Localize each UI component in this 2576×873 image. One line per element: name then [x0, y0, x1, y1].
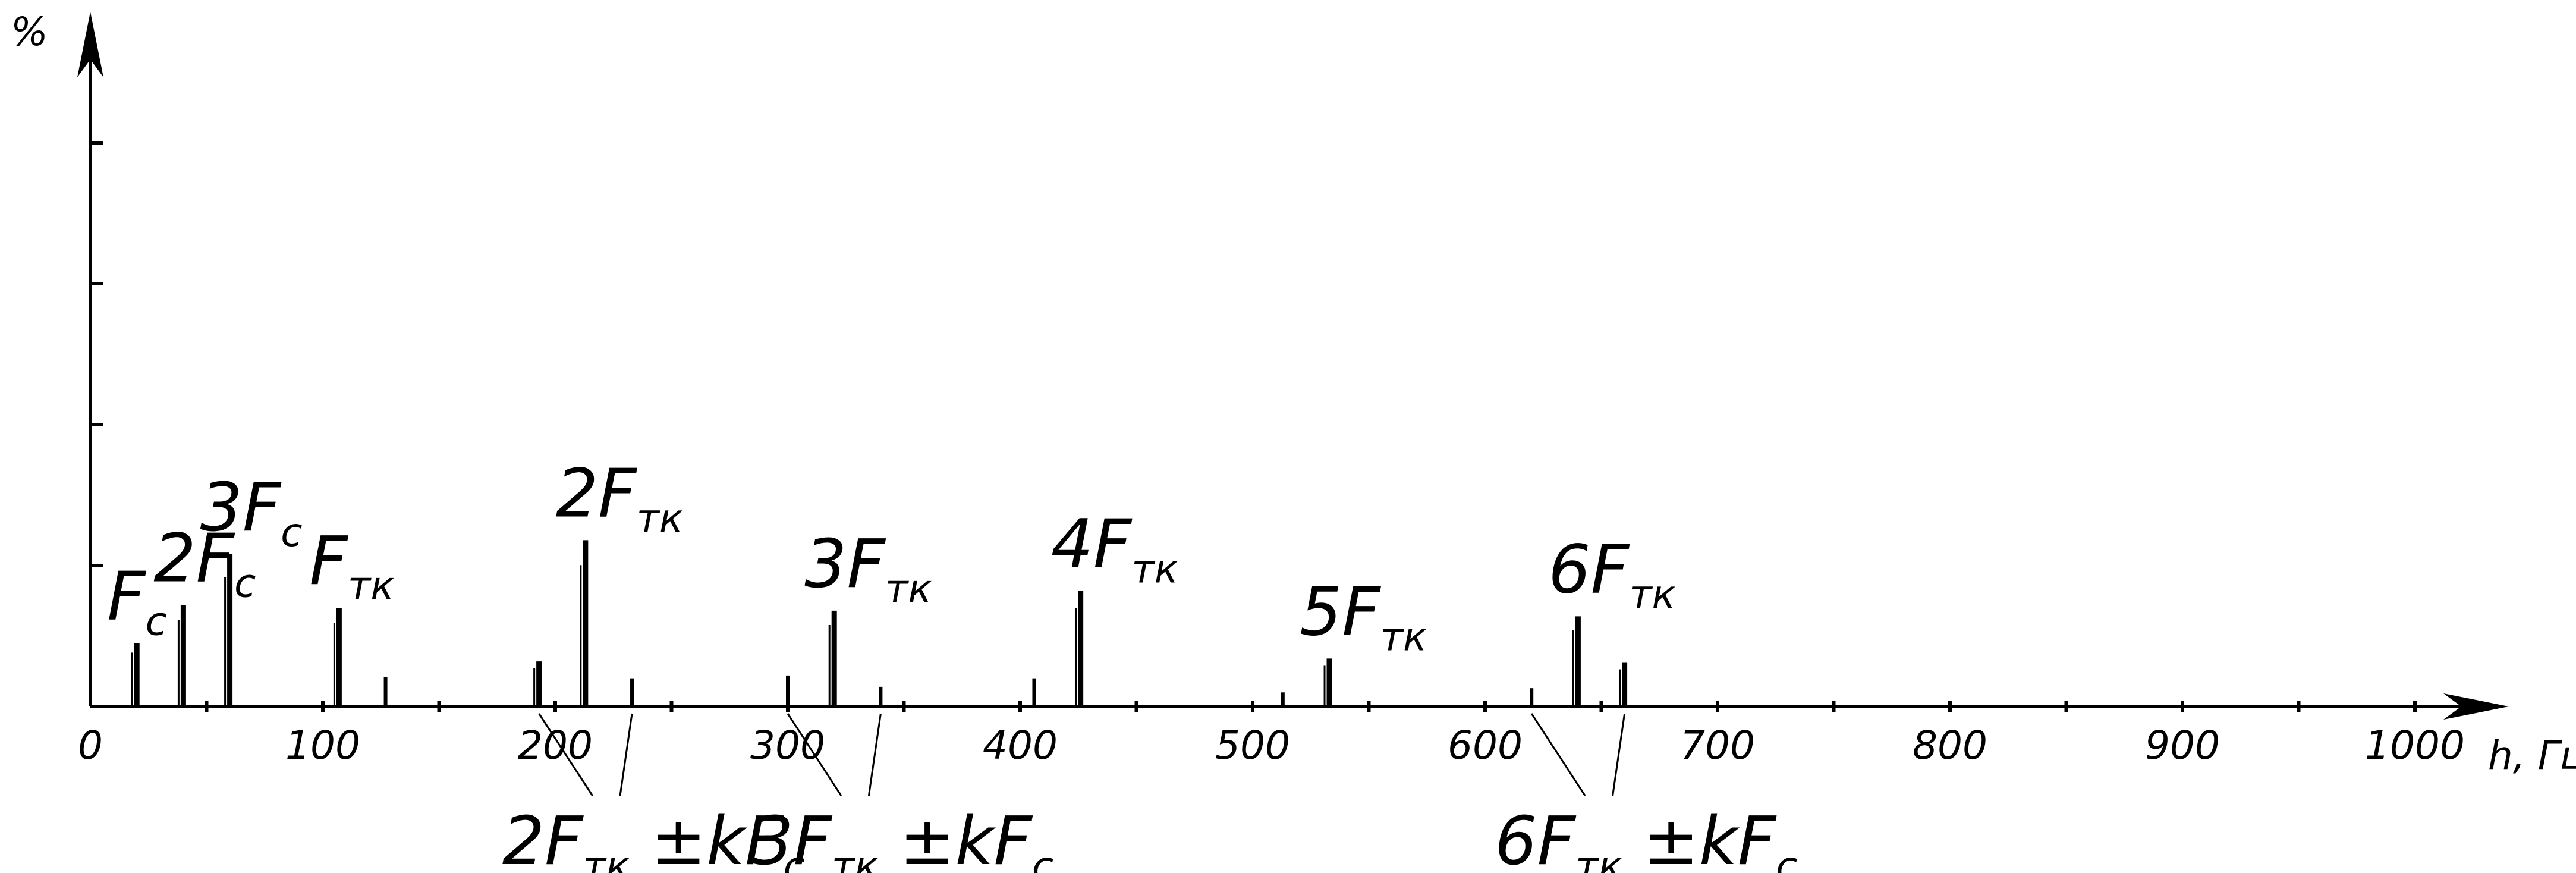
x-tick-label: 0 [78, 723, 103, 768]
sideband-leader [1530, 713, 1586, 796]
x-axis-arrow [2443, 693, 2509, 720]
peak-label-part-1: тк [637, 495, 683, 541]
peak-label-part-1: тк [1380, 614, 1427, 660]
y-axis-label: % [11, 9, 48, 55]
peak-label-part-1: c [234, 560, 256, 606]
sideband-leader [619, 713, 633, 796]
peak-label: 2Fтк [556, 455, 683, 541]
peak-label-part-1: тк [348, 563, 394, 609]
peak-label-part-1: c [146, 598, 167, 644]
bars [131, 540, 1628, 706]
peak-label: 5Fтк [1300, 573, 1427, 660]
sideband-label-part-2: ±kF [1622, 803, 1776, 873]
sideband-label-part-2: ±kF [878, 803, 1033, 873]
sideband-label-part-3: c [1776, 843, 1797, 873]
x-tick-label: 600 [1448, 723, 1523, 768]
x-tick-label: 400 [983, 723, 1058, 768]
sideband-label-part-0: 3F [751, 803, 832, 873]
peak-label-part-1: тк [1629, 571, 1675, 617]
peak-label-part-0: 3F [804, 526, 886, 603]
peak-label: 3Fc [200, 469, 303, 555]
sideband-leader [787, 713, 842, 796]
sideband-label-part-0: 2F [502, 803, 584, 873]
peak-label-part-0: 6F [1548, 531, 1630, 608]
peak-label-part-0: F [107, 558, 146, 635]
y-axis-arrow [77, 12, 103, 77]
x-tick-label: 800 [1913, 723, 1987, 768]
sideband-leader [867, 713, 882, 796]
x-tick-label: 1000 [2365, 723, 2465, 768]
peak-label-part-0: 3F [200, 469, 282, 547]
sideband-label-part-3: c [784, 843, 805, 873]
x-tick-label: 300 [750, 723, 825, 768]
peak-label-part-0: 2F [153, 520, 235, 597]
axes: 0 100 200 300 400 500 600 700 800 900 1000% h, Гц [11, 9, 2576, 778]
sideband-label-part-1: тк [583, 843, 630, 873]
x-axis-label: h, Гц [2488, 733, 2576, 778]
peak-label-part-1: тк [1131, 547, 1178, 592]
peak-label: 4Fтк [1051, 506, 1178, 592]
peak-label-part-0: 2F [556, 455, 637, 532]
x-tick-label: 200 [518, 723, 593, 768]
x-tick-label: 500 [1215, 723, 1290, 768]
peak-label-part-0: F [309, 523, 348, 600]
peak-label-part-0: 5F [1300, 573, 1381, 651]
sideband-label: 2Fтк ±kFc [502, 803, 805, 873]
x-tick-label: 900 [2145, 723, 2220, 768]
peak-label-part-0: 4F [1051, 506, 1133, 583]
sideband-leader [1612, 713, 1626, 796]
peak-label: Fтк [309, 523, 394, 609]
sideband-label-part-3: c [1032, 843, 1053, 873]
peak-label: 3Fтк [804, 526, 932, 612]
peak-label: 6Fтк [1548, 531, 1675, 617]
sideband-label-part-1: тк [832, 843, 878, 873]
sideband-leader [538, 713, 593, 796]
x-tick-label: 700 [1680, 723, 1755, 768]
sideband-label-part-2: ±kF [630, 803, 784, 873]
peak-label: Fc [107, 558, 167, 644]
peak-label: 2Fc [153, 520, 256, 606]
sideband-label: 3Fтк ±kFc [751, 803, 1053, 873]
sideband-label-part-1: тк [1575, 843, 1622, 873]
sideband-label-part-0: 6F [1495, 803, 1576, 873]
sideband-label: 6Fтк ±kFc [1495, 803, 1797, 873]
peak-label-part-1: тк [885, 566, 932, 612]
x-tick-label: 100 [285, 723, 360, 768]
peak-label-part-1: c [281, 510, 302, 555]
